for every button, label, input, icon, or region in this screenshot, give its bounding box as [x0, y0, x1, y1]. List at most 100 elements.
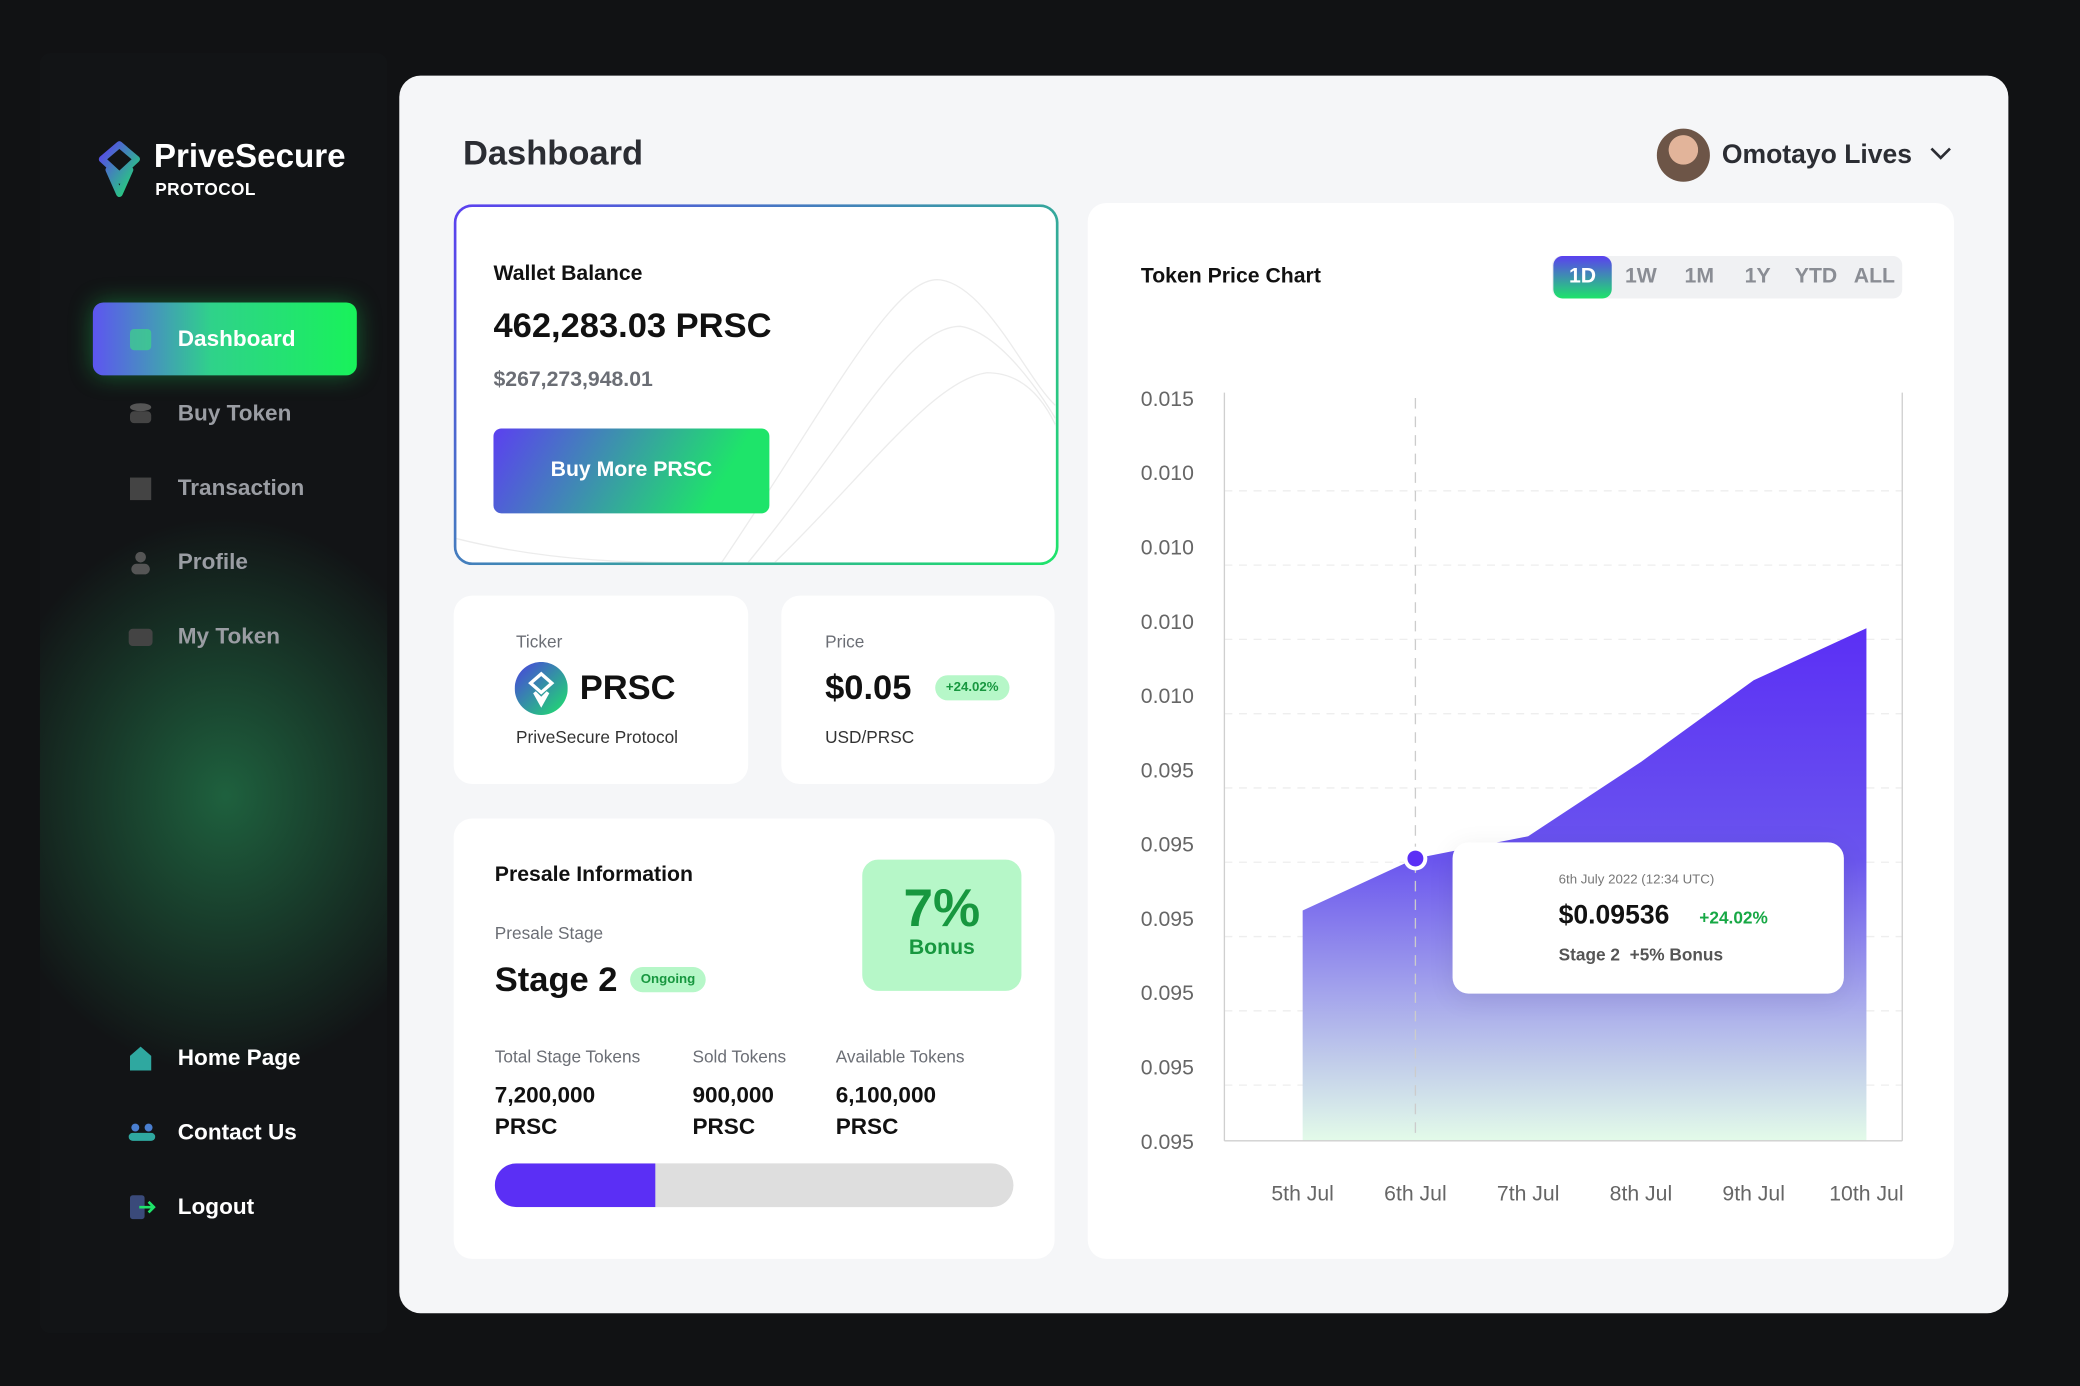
y-tick-label: 0.010 — [1141, 611, 1194, 634]
stage-label: Presale Stage — [494, 923, 604, 944]
page-title: Dashboard — [462, 132, 644, 173]
avatar — [1656, 128, 1710, 182]
range-tab[interactable]: 1W — [1625, 265, 1657, 288]
price-value: $0.05 — [825, 667, 912, 708]
nav-item[interactable]: Home Page — [93, 1021, 357, 1094]
wallet-balance: 462,283.03 PRSC — [493, 305, 772, 345]
range-tab[interactable]: 1Y — [1744, 265, 1771, 288]
y-tick-label: 0.095 — [1141, 982, 1194, 1005]
stat-value: 900,000 — [692, 1082, 774, 1108]
tooltip-date: 6th July 2022 (12:34 UTC) — [1558, 872, 1715, 888]
price-card: Price $0.05 +24.02% USD/PRSC — [781, 595, 1055, 784]
tooltip-stage: Stage 2 +5% Bonus — [1559, 944, 1723, 964]
nav-label: Transaction — [177, 474, 305, 500]
brand-tagline: PROTOCOL — [155, 179, 256, 199]
sidebar — [39, 53, 388, 1334]
nav-label: Profile — [177, 548, 248, 574]
x-tick-label: 9th Jul — [1722, 1183, 1785, 1206]
nav-item[interactable]: My Token — [93, 600, 357, 673]
wallet-title: Wallet Balance — [493, 262, 643, 286]
logo — [98, 141, 140, 197]
icon — [131, 551, 150, 575]
y-tick-label: 0.095 — [1141, 908, 1194, 931]
y-tick-label: 0.010 — [1141, 462, 1194, 485]
x-tick-label: 8th Jul — [1610, 1183, 1673, 1206]
chevron — [1931, 147, 1952, 160]
nav-item[interactable]: Dashboard — [92, 302, 357, 376]
icon — [130, 403, 152, 424]
stat-value: 6,100,000 — [835, 1082, 937, 1108]
bonus-label: Bonus — [908, 936, 975, 960]
ticker-symbol: PRSC — [579, 667, 676, 708]
y-tick-label: 0.095 — [1141, 1056, 1194, 1079]
nav-label: Home Page — [177, 1044, 301, 1070]
presale-title: Presale Information — [494, 863, 693, 887]
token-icon — [514, 661, 568, 716]
stage: Stage 2 — [1558, 944, 1621, 965]
range-tab[interactable]: ALL — [1853, 265, 1896, 288]
icon — [130, 1046, 152, 1071]
y-tick-label: 0.010 — [1141, 685, 1194, 708]
price-pair: USD/PRSC — [825, 726, 915, 747]
stat-unit: PRSC — [692, 1114, 756, 1140]
nav-item[interactable]: Contact Us — [93, 1096, 357, 1169]
stat-unit: PRSC — [494, 1114, 558, 1140]
y-tick-label: 0.095 — [1141, 759, 1194, 782]
progress-bar — [494, 1163, 656, 1208]
x-tick-label: 6th Jul — [1384, 1183, 1447, 1206]
ticker-card: Ticker PRSC PriveSecure Protocol — [453, 595, 749, 784]
tooltip-change: +24.02% — [1699, 907, 1768, 928]
x-tick-label: 7th Jul — [1497, 1183, 1560, 1206]
x-tick-label: 10th Jul — [1829, 1183, 1903, 1206]
icon — [130, 477, 152, 501]
bonus: +5% Bonus — [1629, 944, 1724, 965]
nav-label: Logout — [177, 1193, 255, 1219]
y-tick-label: 0.010 — [1141, 536, 1194, 559]
user-menu[interactable]: Omotayo Lives — [1722, 141, 1955, 172]
range-tab[interactable]: 1M — [1684, 265, 1715, 288]
price-change: +24.02% — [935, 675, 1010, 701]
ticker-name: PriveSecure Protocol — [516, 726, 679, 747]
stage: Stage 2 — [494, 959, 618, 999]
user-name: Omotayo Lives — [1721, 140, 1913, 170]
nav-item[interactable]: Buy Token — [93, 377, 357, 450]
tooltip-price: $0.09536 — [1558, 900, 1670, 930]
x-tick-label: 5th Jul — [1271, 1183, 1334, 1206]
buy-button[interactable]: Buy More PRSC — [493, 428, 770, 514]
presale-card: Presale Information Presale Stage Stage … — [453, 818, 1055, 1259]
tooltip: 6th July 2022 (12:34 UTC) $0.09536 +24.0… — [1452, 842, 1844, 994]
icon — [128, 628, 153, 647]
stat-unit: PRSC — [835, 1114, 899, 1140]
nav-item[interactable]: Transaction — [93, 451, 357, 524]
y-tick-label: 0.095 — [1141, 1131, 1194, 1154]
point — [1407, 850, 1424, 867]
nav-item[interactable]: Logout — [93, 1170, 357, 1243]
icon — [130, 1195, 156, 1220]
wallet-card: Wallet Balance 462,283.03 PRSC $267,273,… — [454, 204, 1059, 565]
nav-label: Dashboard — [177, 325, 296, 351]
nav-item[interactable]: Profile — [93, 525, 357, 598]
stat-label: Available Tokens — [835, 1046, 965, 1067]
icon — [128, 1123, 156, 1141]
nav-label: My Token — [177, 622, 281, 649]
stat-label: Total Stage Tokens — [494, 1046, 641, 1067]
wallet-usd: $267,273,948.01 — [493, 368, 653, 392]
bonus-badge: 7% Bonus — [862, 859, 1022, 991]
stage-status: Ongoing — [630, 967, 706, 993]
y-tick-label: 0.015 — [1141, 388, 1194, 411]
icon — [130, 328, 152, 351]
ticker-label: Ticker — [516, 631, 563, 652]
brand-name: PriveSecure — [153, 137, 346, 176]
bonus-value: 7% — [903, 879, 981, 938]
nav-label: Buy Token — [177, 399, 292, 426]
progress-track — [494, 1163, 1014, 1208]
button-label: Buy More PRSC — [550, 458, 713, 482]
chart-title: Token Price Chart — [1140, 265, 1321, 288]
range-tab[interactable]: YTD — [1794, 265, 1838, 288]
decoration — [456, 279, 1056, 563]
price-label: Price — [825, 631, 865, 652]
range-tab[interactable]: 1D — [1553, 256, 1612, 299]
